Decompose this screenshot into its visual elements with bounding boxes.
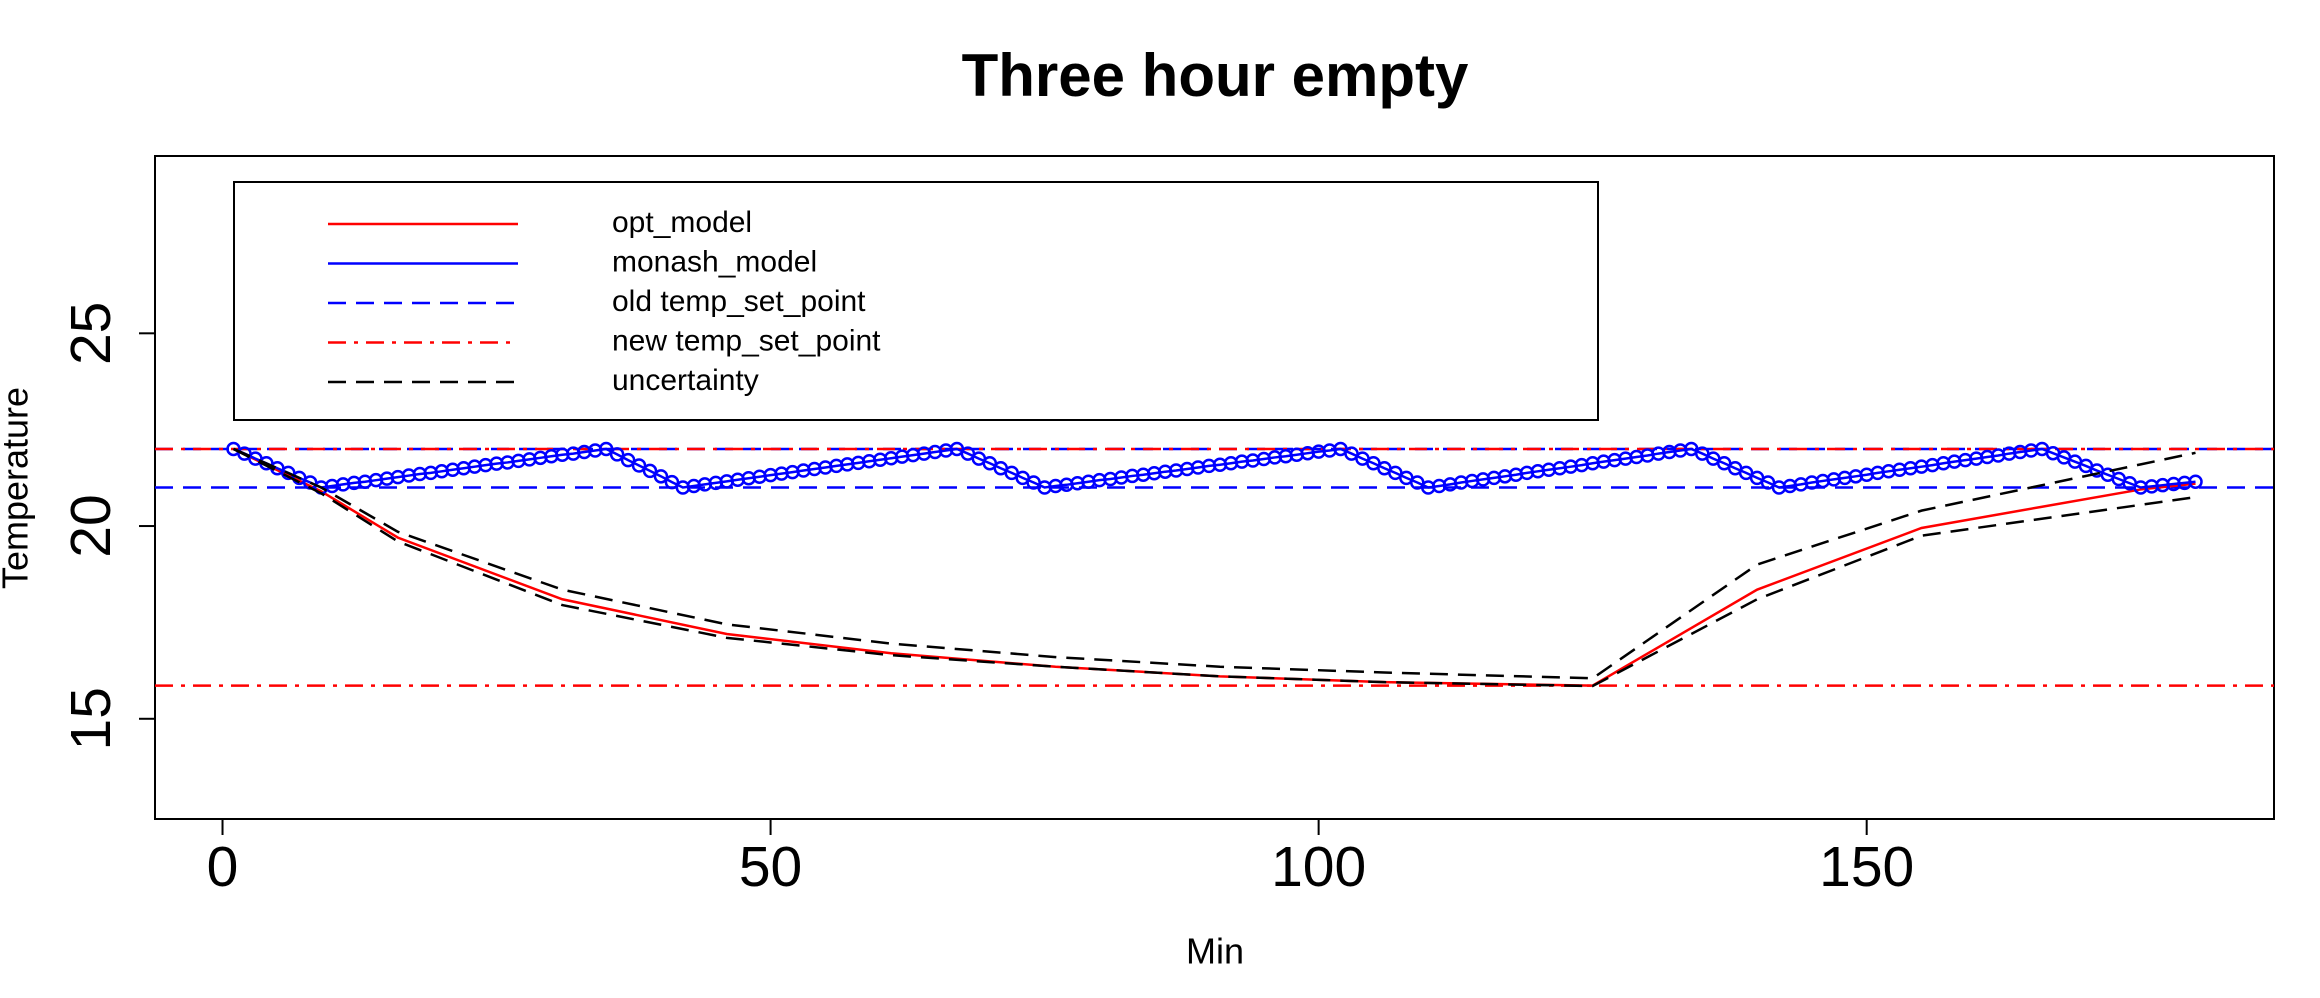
legend-label: old temp_set_point bbox=[612, 285, 866, 318]
legend-label: new temp_set_point bbox=[612, 324, 881, 357]
legend-label: uncertainty bbox=[612, 364, 759, 397]
legend-box bbox=[233, 181, 1599, 421]
x-tick-label: 50 bbox=[739, 835, 802, 899]
legend-label: monash_model bbox=[612, 245, 817, 278]
x-tick-label: 0 bbox=[207, 835, 239, 899]
x-tick-label: 150 bbox=[1819, 835, 1914, 899]
legend-label: opt_model bbox=[612, 206, 752, 239]
plot-area bbox=[155, 441, 2274, 688]
series-line bbox=[232, 447, 2196, 688]
x-axis-label: Min bbox=[1186, 931, 1244, 972]
x-tick-label: 100 bbox=[1271, 835, 1366, 899]
data-point bbox=[609, 447, 625, 462]
y-tick-label: 25 bbox=[59, 302, 123, 365]
data-point bbox=[2188, 474, 2203, 489]
data-point bbox=[642, 463, 658, 479]
data-point bbox=[631, 458, 647, 473]
y-tick-label: 20 bbox=[59, 494, 123, 557]
y-tick-label: 15 bbox=[59, 687, 123, 750]
series-line bbox=[232, 447, 2196, 687]
chart-title: Three hour empty bbox=[962, 42, 1469, 109]
data-point bbox=[653, 469, 669, 484]
data-point bbox=[664, 474, 680, 490]
data-point bbox=[598, 441, 614, 457]
data-point bbox=[620, 452, 636, 468]
series-line bbox=[232, 447, 2196, 680]
y-axis-label: Temperature bbox=[0, 387, 36, 589]
